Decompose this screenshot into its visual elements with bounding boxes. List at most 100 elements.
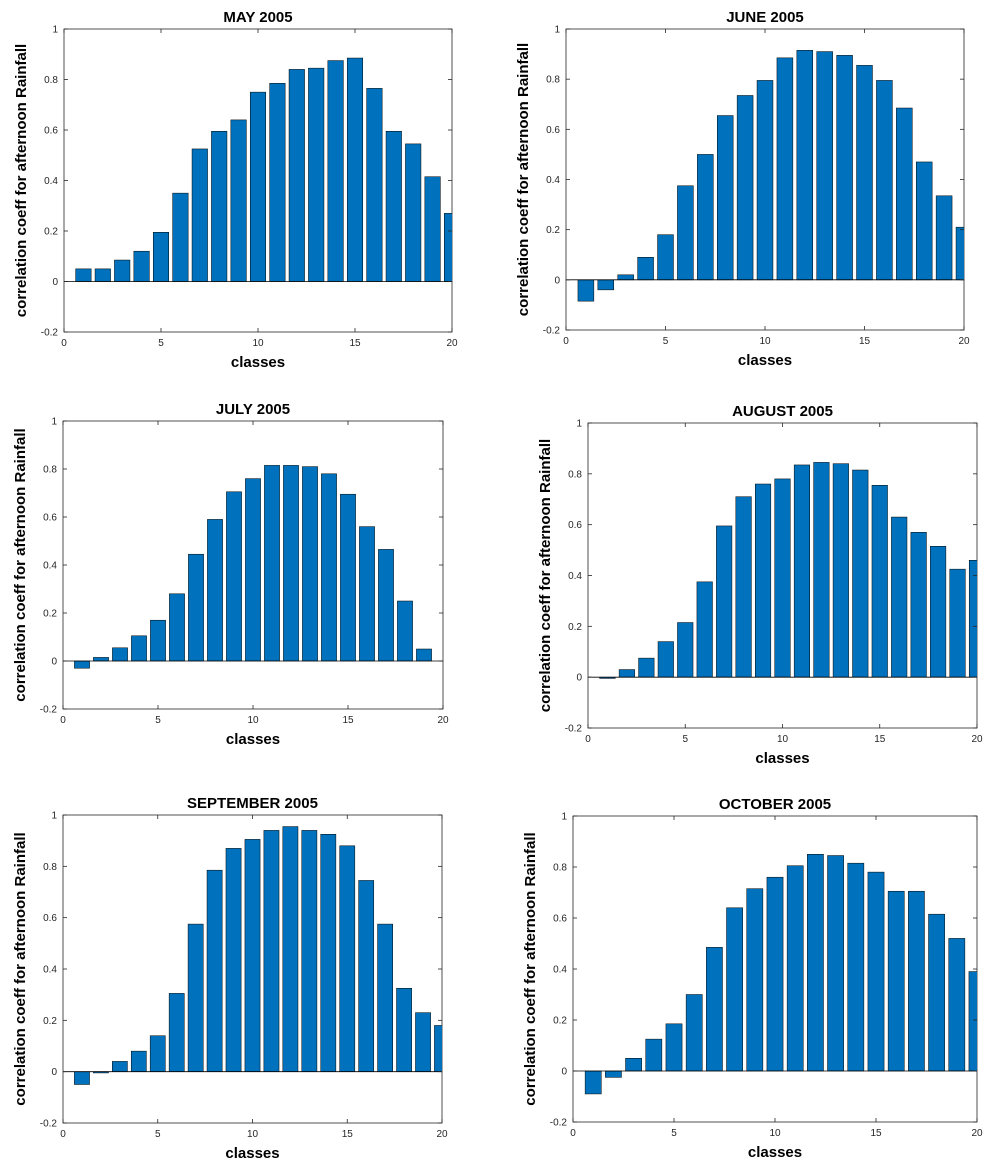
bar-series: [599, 462, 977, 679]
x-tick-label: 0: [585, 734, 591, 745]
y-tick-label: 0: [554, 275, 560, 286]
bar: [207, 519, 223, 662]
bar: [378, 549, 394, 662]
bar: [230, 119, 247, 282]
y-axis-label: correlation coeff for afternoon Rainfall: [522, 832, 539, 1105]
bar: [638, 657, 655, 678]
y-tick-label: 0.2: [44, 227, 58, 238]
y-tick-label: 0.6: [44, 126, 58, 137]
x-tick-label: 15: [859, 336, 871, 347]
bar: [915, 161, 933, 281]
bar: [597, 279, 615, 291]
bar: [288, 69, 305, 282]
bar: [424, 176, 441, 282]
bar: [755, 483, 772, 678]
bar: [283, 465, 299, 662]
y-tick-label: 1: [576, 419, 582, 430]
bar: [366, 88, 383, 282]
bar: [339, 845, 356, 1072]
bar: [796, 50, 814, 281]
bar: [756, 80, 774, 281]
y-tick-label: 1: [51, 811, 57, 822]
bar: [706, 947, 723, 1072]
bar: [443, 213, 452, 282]
bar: [169, 593, 185, 662]
bar: [726, 907, 743, 1072]
bar: [149, 1035, 166, 1072]
x-axis-label: classes: [226, 731, 280, 748]
y-axis-label: correlation coeff for afternoon Rainfall: [13, 44, 30, 317]
bar: [377, 923, 393, 1072]
y-tick-label: -0.2: [543, 326, 561, 337]
y-tick-label: 0: [576, 673, 582, 684]
bar-series: [584, 854, 977, 1095]
bar: [696, 581, 713, 678]
bar: [327, 60, 344, 282]
y-tick-label: -0.2: [565, 724, 583, 735]
bar: [359, 526, 375, 662]
bar: [677, 185, 694, 281]
bar: [168, 993, 185, 1072]
bar: [948, 938, 966, 1072]
bar: [150, 619, 166, 662]
x-axis-label: classes: [738, 352, 792, 369]
bar: [657, 641, 674, 678]
bar: [191, 148, 208, 282]
bar: [358, 880, 375, 1072]
bar: [935, 195, 953, 281]
bar: [746, 888, 764, 1072]
bar: [74, 1071, 90, 1085]
y-tick-label: 0: [52, 277, 58, 288]
bar: [263, 830, 280, 1072]
bar: [910, 532, 927, 678]
y-tick-label: 1: [561, 812, 567, 823]
y-tick-label: 0.2: [546, 225, 560, 236]
y-tick-label: 0.2: [553, 1016, 567, 1027]
y-tick-label: -0.2: [40, 1119, 58, 1130]
y-tick-label: 0.8: [568, 469, 582, 480]
y-axis-label: correlation coeff for afternoon Rainfall: [12, 428, 29, 701]
x-axis-label: classes: [748, 1144, 802, 1161]
bar: [172, 192, 189, 282]
y-tick-label: 0.2: [568, 622, 582, 633]
bar: [813, 462, 830, 678]
y-tick-label: 1: [51, 417, 57, 428]
x-tick-label: 15: [342, 1129, 354, 1140]
bar: [340, 493, 356, 662]
y-tick-label: 0.4: [553, 965, 567, 976]
chart-title: AUGUST 2005: [732, 403, 833, 420]
x-axis-label: classes: [225, 1145, 279, 1162]
bar: [716, 525, 733, 678]
y-axis-label: correlation coeff for afternoon Rainfall: [537, 439, 554, 712]
y-tick-label: 0.4: [43, 561, 57, 572]
chart-title: SEPTEMBER 2005: [187, 795, 318, 812]
chart-title: OCTOBER 2005: [719, 796, 831, 813]
y-tick-label: 0.6: [43, 513, 57, 524]
bar: [930, 546, 947, 678]
bar: [385, 131, 402, 282]
x-tick-label: 10: [247, 1129, 259, 1140]
chart-title: JULY 2005: [216, 401, 290, 418]
bar: [302, 466, 318, 662]
bar: [896, 107, 913, 281]
bar: [301, 830, 318, 1072]
bar: [112, 647, 128, 662]
y-tick-label: -0.2: [550, 1118, 568, 1129]
y-tick-label: 0.8: [546, 75, 560, 86]
bar: [308, 67, 325, 282]
x-tick-label: 0: [60, 1129, 66, 1140]
x-tick-label: 5: [671, 1128, 677, 1139]
x-tick-label: 15: [342, 715, 354, 726]
bar: [130, 1050, 147, 1072]
bar: [584, 1070, 602, 1095]
bar: [697, 154, 714, 281]
bar: [321, 473, 337, 662]
bar: [625, 1058, 642, 1072]
y-tick-label: 0.2: [43, 609, 57, 620]
chart-title: JUNE 2005: [726, 9, 804, 26]
bar: [968, 971, 977, 1072]
